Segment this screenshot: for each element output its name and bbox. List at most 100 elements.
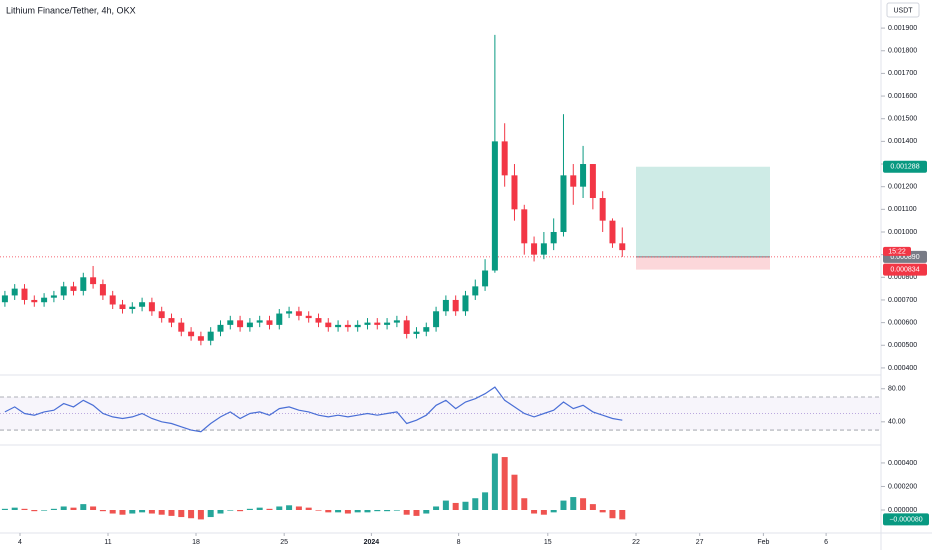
y-tick-label: 0.001000	[888, 229, 917, 236]
histogram-bar	[266, 508, 273, 510]
candle-body	[158, 311, 165, 319]
candle-body	[207, 331, 214, 341]
candle-body	[41, 297, 48, 303]
histogram-bar	[609, 510, 616, 519]
histogram-bar	[80, 504, 87, 510]
histogram-bar	[482, 492, 489, 510]
candle-body	[413, 331, 420, 334]
candle-body	[31, 299, 38, 303]
x-tick-label: 15	[544, 539, 552, 546]
candle-body	[521, 209, 528, 244]
histogram-bar	[295, 506, 302, 510]
candle-body	[589, 164, 596, 199]
histogram-bar	[246, 508, 253, 510]
histogram-bar	[560, 500, 567, 510]
histogram-bar	[511, 474, 518, 510]
histogram-bar	[442, 500, 449, 510]
histogram-bar	[364, 510, 371, 513]
y-tick-label: 0.001400	[888, 138, 917, 145]
histogram-bar	[501, 457, 508, 510]
candle-body	[393, 320, 400, 323]
candle-body	[619, 243, 626, 251]
y-tick-label: 40.00	[888, 419, 906, 426]
candle-body	[423, 327, 430, 332]
histogram-bar	[374, 510, 381, 512]
histogram-bar	[31, 510, 38, 512]
histogram-bar	[589, 504, 596, 510]
histogram-bar	[384, 510, 391, 512]
candle-body	[433, 311, 440, 328]
histogram-bar	[227, 510, 234, 511]
candle-body	[354, 324, 361, 328]
currency-button[interactable]	[886, 2, 920, 18]
histogram-bar	[256, 507, 263, 510]
histogram-bar	[217, 510, 224, 514]
histogram-bar	[276, 506, 283, 510]
y-tick-label: 0.001800	[888, 48, 917, 55]
y-tick-label: 0.000400	[888, 365, 917, 372]
histogram-bar	[570, 497, 577, 510]
histogram-bar	[433, 506, 440, 510]
histogram-bar	[109, 510, 116, 514]
histogram-bar	[491, 453, 498, 510]
candle-body	[491, 141, 498, 271]
last-price-label: 0.000890	[890, 254, 919, 261]
candle-body	[344, 324, 351, 328]
histogram-bar	[41, 510, 48, 511]
histogram-bar	[197, 510, 204, 520]
last-value-box	[883, 513, 929, 526]
histogram-bar	[60, 506, 67, 510]
histogram-bar	[50, 508, 57, 510]
histogram-bar	[452, 502, 459, 510]
histogram-bar	[1, 508, 8, 510]
candle-body	[403, 320, 410, 334]
candle-body	[227, 320, 234, 325]
x-tick-label: 25	[280, 539, 288, 546]
loss-zone	[636, 256, 770, 270]
histogram-bar	[393, 510, 400, 511]
candle-body	[217, 324, 224, 332]
candle-body	[80, 277, 87, 291]
x-tick-label: 18	[192, 539, 200, 546]
candle-body	[246, 322, 253, 328]
y-tick-label: 0.000600	[888, 319, 917, 326]
histogram-bar	[354, 510, 361, 513]
countdown-box	[883, 246, 911, 256]
histogram-bar	[305, 507, 312, 510]
candle-body	[580, 164, 587, 187]
candle-body	[256, 320, 263, 323]
histogram-bar	[531, 510, 538, 514]
candle-body	[335, 324, 342, 328]
y-tick-label: 0.000000	[888, 507, 917, 514]
candle-body	[501, 141, 508, 176]
candle-body	[609, 220, 616, 244]
histogram-bar	[325, 510, 332, 513]
candle-body	[374, 322, 381, 325]
histogram-bar	[119, 510, 126, 515]
x-tick-label: 4	[18, 539, 22, 546]
histogram-bar	[403, 510, 410, 515]
candle-body	[550, 231, 557, 244]
candle-body	[266, 320, 273, 325]
x-tick-label: 27	[696, 539, 704, 546]
candle-body	[11, 288, 18, 296]
histogram-bar	[550, 510, 557, 513]
histogram-bar	[158, 510, 165, 515]
histogram-bar	[315, 510, 322, 511]
candle-body	[139, 302, 146, 307]
candle-body	[237, 320, 244, 328]
candle-body	[129, 306, 136, 310]
candle-body	[21, 288, 28, 300]
target-label: 0.001288	[890, 164, 919, 171]
y-tick-label: 0.001200	[888, 184, 917, 191]
currency-label[interactable]: USDT	[893, 7, 913, 14]
candle-body	[90, 277, 97, 285]
candle-body	[305, 315, 312, 319]
candle-body	[148, 302, 155, 312]
histogram-bar	[11, 507, 18, 510]
candle-body	[1, 295, 8, 303]
y-tick-label: 80.00	[888, 386, 906, 393]
candle-body	[50, 295, 57, 298]
histogram-bar	[423, 510, 430, 514]
